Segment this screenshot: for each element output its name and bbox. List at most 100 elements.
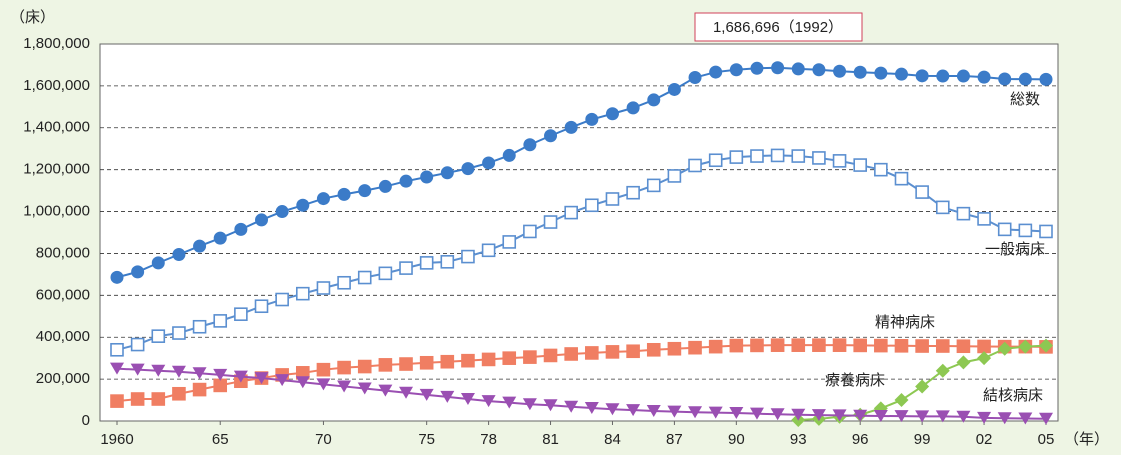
marker (585, 112, 599, 126)
marker (357, 382, 372, 395)
marker (1039, 412, 1053, 425)
marker (812, 63, 826, 77)
marker (378, 179, 392, 193)
marker (894, 67, 908, 81)
series-line (116, 66, 1047, 279)
marker (399, 261, 413, 275)
marker (935, 339, 950, 353)
marker (213, 378, 228, 393)
marker (853, 409, 868, 422)
marker (646, 342, 661, 357)
marker (233, 370, 248, 383)
marker (998, 72, 1012, 86)
marker (935, 363, 950, 378)
marker (853, 338, 868, 353)
marker (275, 374, 290, 387)
marker (440, 354, 455, 369)
marker (770, 148, 785, 163)
marker (543, 215, 558, 229)
y-tick-label: 200,000 (36, 370, 90, 387)
y-tick-label: 1,200,000 (23, 161, 90, 178)
marker (523, 138, 537, 152)
marker (708, 339, 723, 354)
marker (254, 372, 269, 385)
series-label: 精神病床 (875, 314, 935, 331)
series-line (116, 367, 1047, 420)
marker (255, 213, 269, 227)
marker (192, 367, 207, 380)
marker (440, 390, 455, 403)
marker (605, 107, 619, 121)
y-tick-label: 1,800,000 (23, 35, 90, 52)
marker (626, 101, 640, 115)
marker (1039, 338, 1053, 353)
marker (399, 357, 413, 371)
marker (172, 247, 186, 261)
marker (543, 348, 558, 363)
marker (502, 396, 517, 409)
marker (750, 338, 764, 353)
x-tick-label: 78 (480, 431, 497, 448)
marker (316, 378, 331, 391)
marker (977, 351, 992, 366)
x-tick-label: 81 (542, 431, 559, 448)
marker (461, 162, 475, 176)
marker (502, 148, 516, 162)
marker (151, 392, 166, 406)
marker (1039, 224, 1053, 239)
marker (688, 158, 702, 173)
marker (894, 393, 909, 408)
marker (667, 82, 681, 96)
marker (997, 222, 1012, 237)
y-tick-label: 1,400,000 (23, 119, 90, 136)
marker (688, 340, 702, 355)
marker (461, 353, 475, 368)
marker (874, 66, 888, 80)
marker (729, 338, 744, 353)
marker (791, 62, 805, 76)
marker (337, 275, 351, 290)
marker (171, 365, 186, 378)
marker (1018, 223, 1033, 238)
x-tick-label: 87 (666, 431, 683, 448)
marker (502, 351, 517, 365)
series-label: 療養病床 (825, 372, 885, 389)
marker (193, 239, 207, 253)
marker (316, 192, 330, 206)
marker (481, 352, 496, 367)
marker (647, 93, 661, 107)
series-line (116, 344, 1047, 403)
marker (626, 185, 640, 200)
marker (956, 206, 971, 221)
marker (481, 395, 496, 408)
series-label: 総数 (1010, 91, 1040, 108)
marker (130, 337, 145, 352)
marker (977, 411, 992, 424)
marker (770, 408, 785, 421)
marker (811, 409, 826, 422)
marker (213, 231, 227, 245)
x-tick-label: 93 (790, 431, 807, 448)
y-tick-label: 400,000 (36, 328, 90, 345)
marker (936, 69, 950, 83)
marker (213, 368, 228, 381)
marker (399, 386, 414, 399)
marker (915, 69, 929, 83)
marker (419, 256, 434, 270)
marker (461, 249, 475, 264)
series-line (116, 154, 1047, 351)
marker (151, 364, 166, 377)
marker (605, 192, 620, 206)
marker (172, 386, 186, 401)
marker (791, 408, 806, 421)
marker (192, 319, 207, 334)
marker (275, 292, 289, 307)
marker (956, 410, 971, 423)
marker (771, 61, 785, 75)
marker (543, 399, 558, 412)
y-unit: （床） (10, 9, 55, 26)
marker (481, 243, 496, 258)
annotation: 1,686,696（1992） (713, 19, 843, 36)
marker (584, 402, 599, 415)
